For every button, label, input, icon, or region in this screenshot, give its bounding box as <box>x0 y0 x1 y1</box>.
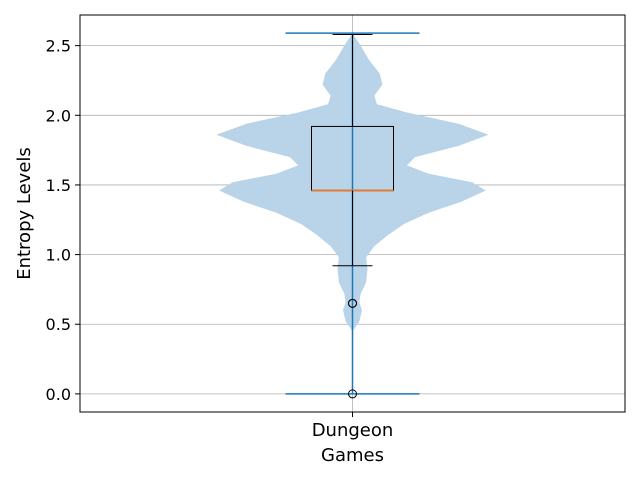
boxplot-group <box>311 34 394 399</box>
y-axis-label: Entropy Levels <box>14 147 35 280</box>
y-tick-label: 2.5 <box>46 37 71 56</box>
outlier-point <box>348 389 357 399</box>
x-tick-label: Dungeon <box>312 420 394 441</box>
y-axis-ticks: 0.0 0.5 1.0 1.5 2.0 2.5 <box>46 37 80 404</box>
y-tick-label: 0.5 <box>46 315 71 334</box>
x-axis-ticks: Dungeon <box>312 412 394 441</box>
y-tick-label: 1.5 <box>46 176 71 195</box>
x-axis-label: Games <box>321 445 384 466</box>
outlier-point <box>348 298 357 308</box>
y-tick-label: 1.0 <box>46 246 71 265</box>
y-tick-label: 2.0 <box>46 106 71 125</box>
y-tick-label: 0.0 <box>46 385 71 404</box>
